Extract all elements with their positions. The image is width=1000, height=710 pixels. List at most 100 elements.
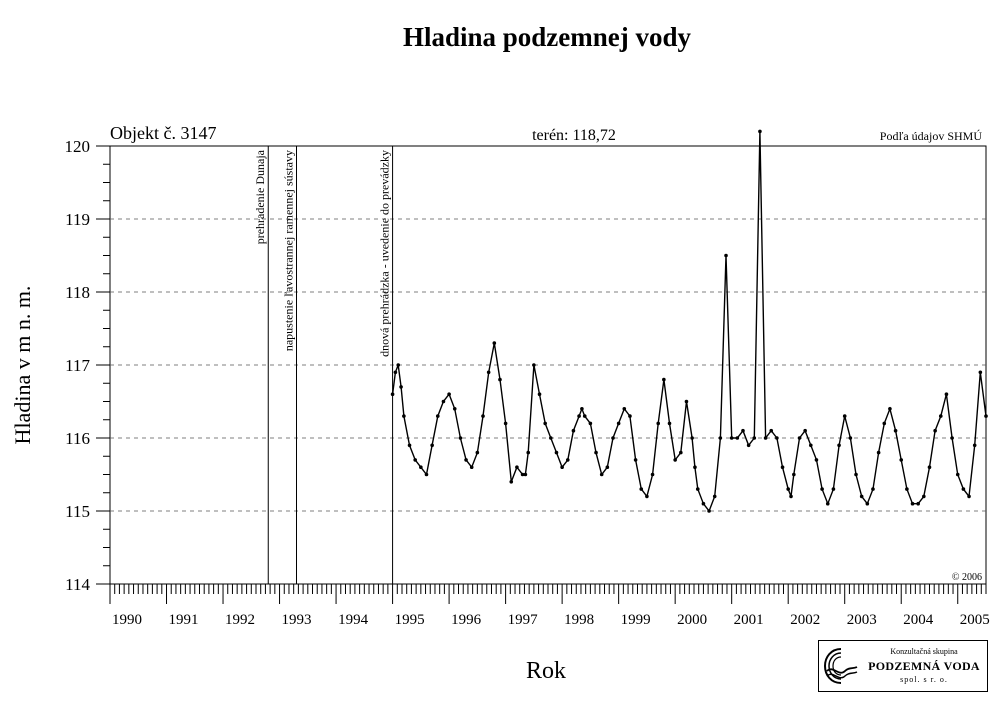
data-series (390, 129, 988, 513)
data-point (481, 414, 485, 418)
data-point (961, 487, 966, 491)
data-point (554, 450, 559, 455)
y-tick-label: 114 (65, 575, 90, 594)
data-point (498, 377, 502, 382)
data-point (967, 494, 971, 499)
data-point (865, 501, 870, 506)
data-point (882, 421, 887, 426)
data-point (825, 501, 830, 506)
x-tick-label: 1999 (621, 612, 651, 628)
x-tick-label: 1992 (225, 612, 255, 628)
y-tick-label: 119 (65, 210, 90, 229)
data-point (537, 392, 542, 397)
event-lines: prehradenie Dunaja napustenie ľavostranne… (253, 146, 394, 584)
data-point (752, 436, 757, 440)
data-point (803, 428, 807, 433)
data-point (905, 487, 909, 491)
data-point (972, 443, 977, 448)
data-point (695, 487, 700, 491)
data-point (645, 494, 649, 499)
data-point (520, 472, 525, 477)
data-point (424, 472, 429, 477)
x-tick-label: 1991 (169, 612, 199, 628)
data-point (786, 487, 790, 491)
data-point (789, 494, 793, 499)
data-point (662, 377, 666, 382)
data-point (639, 487, 644, 491)
data-point (447, 392, 451, 397)
data-point (565, 458, 570, 462)
data-point (673, 458, 677, 462)
data-point (871, 487, 875, 491)
data-point (399, 385, 403, 389)
data-point (950, 436, 954, 440)
data-point (577, 414, 581, 418)
data-point (549, 436, 553, 440)
data-point (820, 487, 824, 491)
data-point (390, 392, 395, 397)
x-tick-label: 1998 (564, 612, 594, 628)
logo-wave-icon (823, 648, 858, 684)
data-point (458, 436, 463, 440)
data-point (616, 421, 621, 426)
object-label: Objekt č. 3147 (110, 123, 216, 143)
data-point (944, 392, 949, 397)
data-point (650, 472, 655, 477)
terrain-label: terén: 118,72 (532, 127, 616, 144)
data-point (515, 465, 519, 470)
x-tick-label: 1995 (395, 612, 425, 628)
data-point (792, 472, 796, 477)
data-point (486, 370, 491, 375)
x-tick-label: 2003 (847, 612, 877, 628)
data-point (469, 465, 474, 470)
data-point (594, 450, 598, 455)
data-point (848, 436, 853, 440)
data-point (532, 363, 536, 367)
x-tick-label: 2001 (734, 612, 764, 628)
data-point (435, 414, 440, 418)
x-tick-label: 1997 (508, 612, 539, 628)
data-point (523, 472, 528, 477)
data-point (475, 450, 480, 455)
data-point (656, 421, 661, 426)
data-point (452, 407, 457, 411)
data-point (888, 407, 892, 411)
x-tick-label: 2004 (903, 612, 934, 628)
data-point (927, 465, 932, 470)
data-point (611, 436, 615, 440)
data-point (763, 436, 768, 440)
event-label: dnová prehrádzka - uvedenie do prevádzky (378, 150, 392, 357)
data-point (938, 414, 943, 418)
data-point (729, 436, 734, 440)
data-point (402, 414, 406, 418)
data-point (503, 421, 508, 426)
data-point (667, 421, 672, 426)
event-label: napustenie ľavostrannej ramennej sústavy (282, 150, 296, 351)
x-tick-label: 2000 (677, 612, 707, 628)
data-point (746, 443, 751, 448)
data-point (599, 472, 604, 477)
y-tick-label: 117 (65, 356, 90, 375)
data-point (910, 501, 915, 506)
data-point (758, 129, 762, 134)
logo-main-text: PODZEMNÁ VODA (868, 659, 980, 673)
data-point (707, 509, 711, 513)
data-point (430, 443, 434, 448)
data-point (724, 253, 728, 258)
data-point (419, 465, 423, 470)
data-point (492, 341, 497, 345)
data-point (588, 421, 593, 426)
data-point (916, 501, 920, 506)
data-point (605, 465, 610, 470)
data-point (893, 428, 898, 433)
data-point (922, 494, 926, 499)
series-line (391, 131, 987, 513)
data-point (831, 487, 836, 491)
data-point (741, 428, 745, 433)
data-point (628, 414, 632, 418)
source-label: Podľa údajov SHMÚ (880, 129, 983, 143)
x-tick-label: 1996 (451, 612, 482, 628)
data-point (464, 458, 468, 462)
data-point (543, 421, 547, 426)
